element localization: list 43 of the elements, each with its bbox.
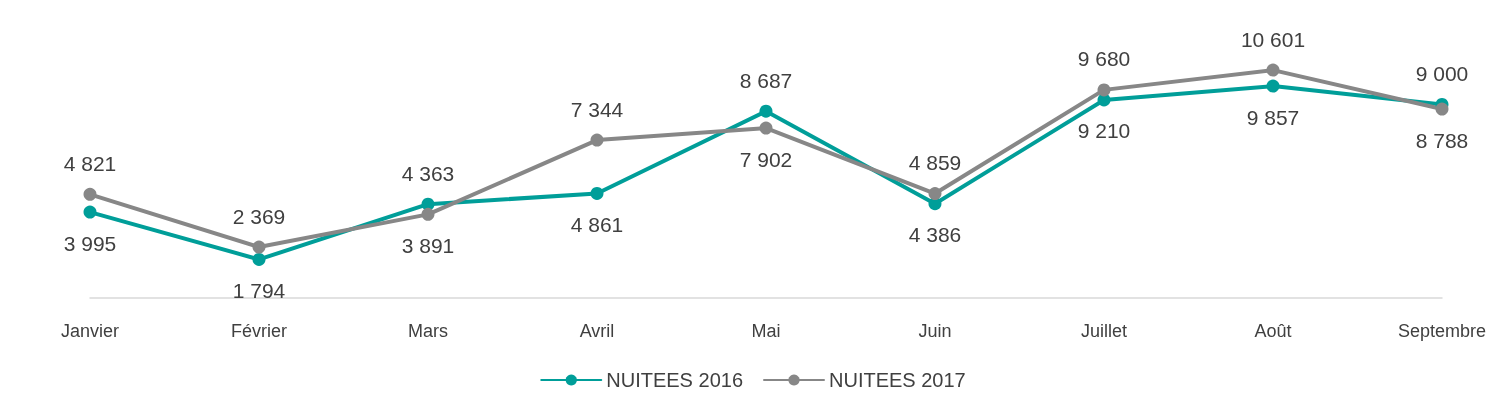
data-label: 9 857: [1246, 105, 1300, 129]
point: [759, 121, 773, 135]
data-label: 2 369: [232, 204, 286, 228]
data-label: 8 687: [739, 68, 793, 92]
x-tick-label: Février: [230, 321, 288, 341]
data-label: 9 000: [1415, 62, 1469, 85]
data-label: 4 386: [908, 223, 962, 247]
point: [421, 207, 435, 221]
point: [590, 186, 604, 200]
point: [83, 205, 97, 219]
point: [83, 187, 97, 201]
data-label: 4 363: [401, 161, 455, 185]
data-label: 8 788: [1415, 128, 1469, 152]
legend-label: NUITEES 2016: [606, 369, 744, 391]
legend-label: NUITEES 2017: [829, 369, 966, 391]
x-tick-label: Juin: [918, 321, 952, 341]
x-tick-label: Septembre: [1397, 321, 1487, 341]
data-label: 3 891: [401, 233, 455, 257]
data-label: 9 680: [1077, 47, 1131, 71]
point: [590, 133, 604, 147]
data-label: 1 794: [232, 278, 286, 302]
point: [759, 104, 773, 118]
data-label: 7 344: [570, 97, 624, 121]
x-tick-label: Juillet: [1080, 321, 1128, 341]
data-label: 3 995: [63, 231, 117, 255]
point: [252, 240, 266, 254]
data-label: 7 902: [739, 147, 793, 171]
x-tick-label: Mars: [408, 321, 448, 341]
data-label: 4 861: [570, 212, 624, 236]
point: [1435, 102, 1449, 116]
x-tick-label: Août: [1254, 321, 1292, 341]
point: [252, 252, 266, 266]
data-label: 4 859: [908, 151, 962, 175]
point: [1266, 79, 1280, 93]
data-label: 10 601: [1240, 27, 1306, 51]
point: [928, 187, 942, 201]
data-label: 4 821: [63, 151, 117, 175]
data-label: 9 210: [1077, 119, 1131, 143]
point: [1097, 83, 1111, 97]
x-tick-label: Mai: [751, 321, 781, 341]
x-tick-label: Janvier: [60, 321, 120, 341]
x-tick-label: Avril: [579, 321, 615, 341]
point: [1266, 63, 1280, 77]
